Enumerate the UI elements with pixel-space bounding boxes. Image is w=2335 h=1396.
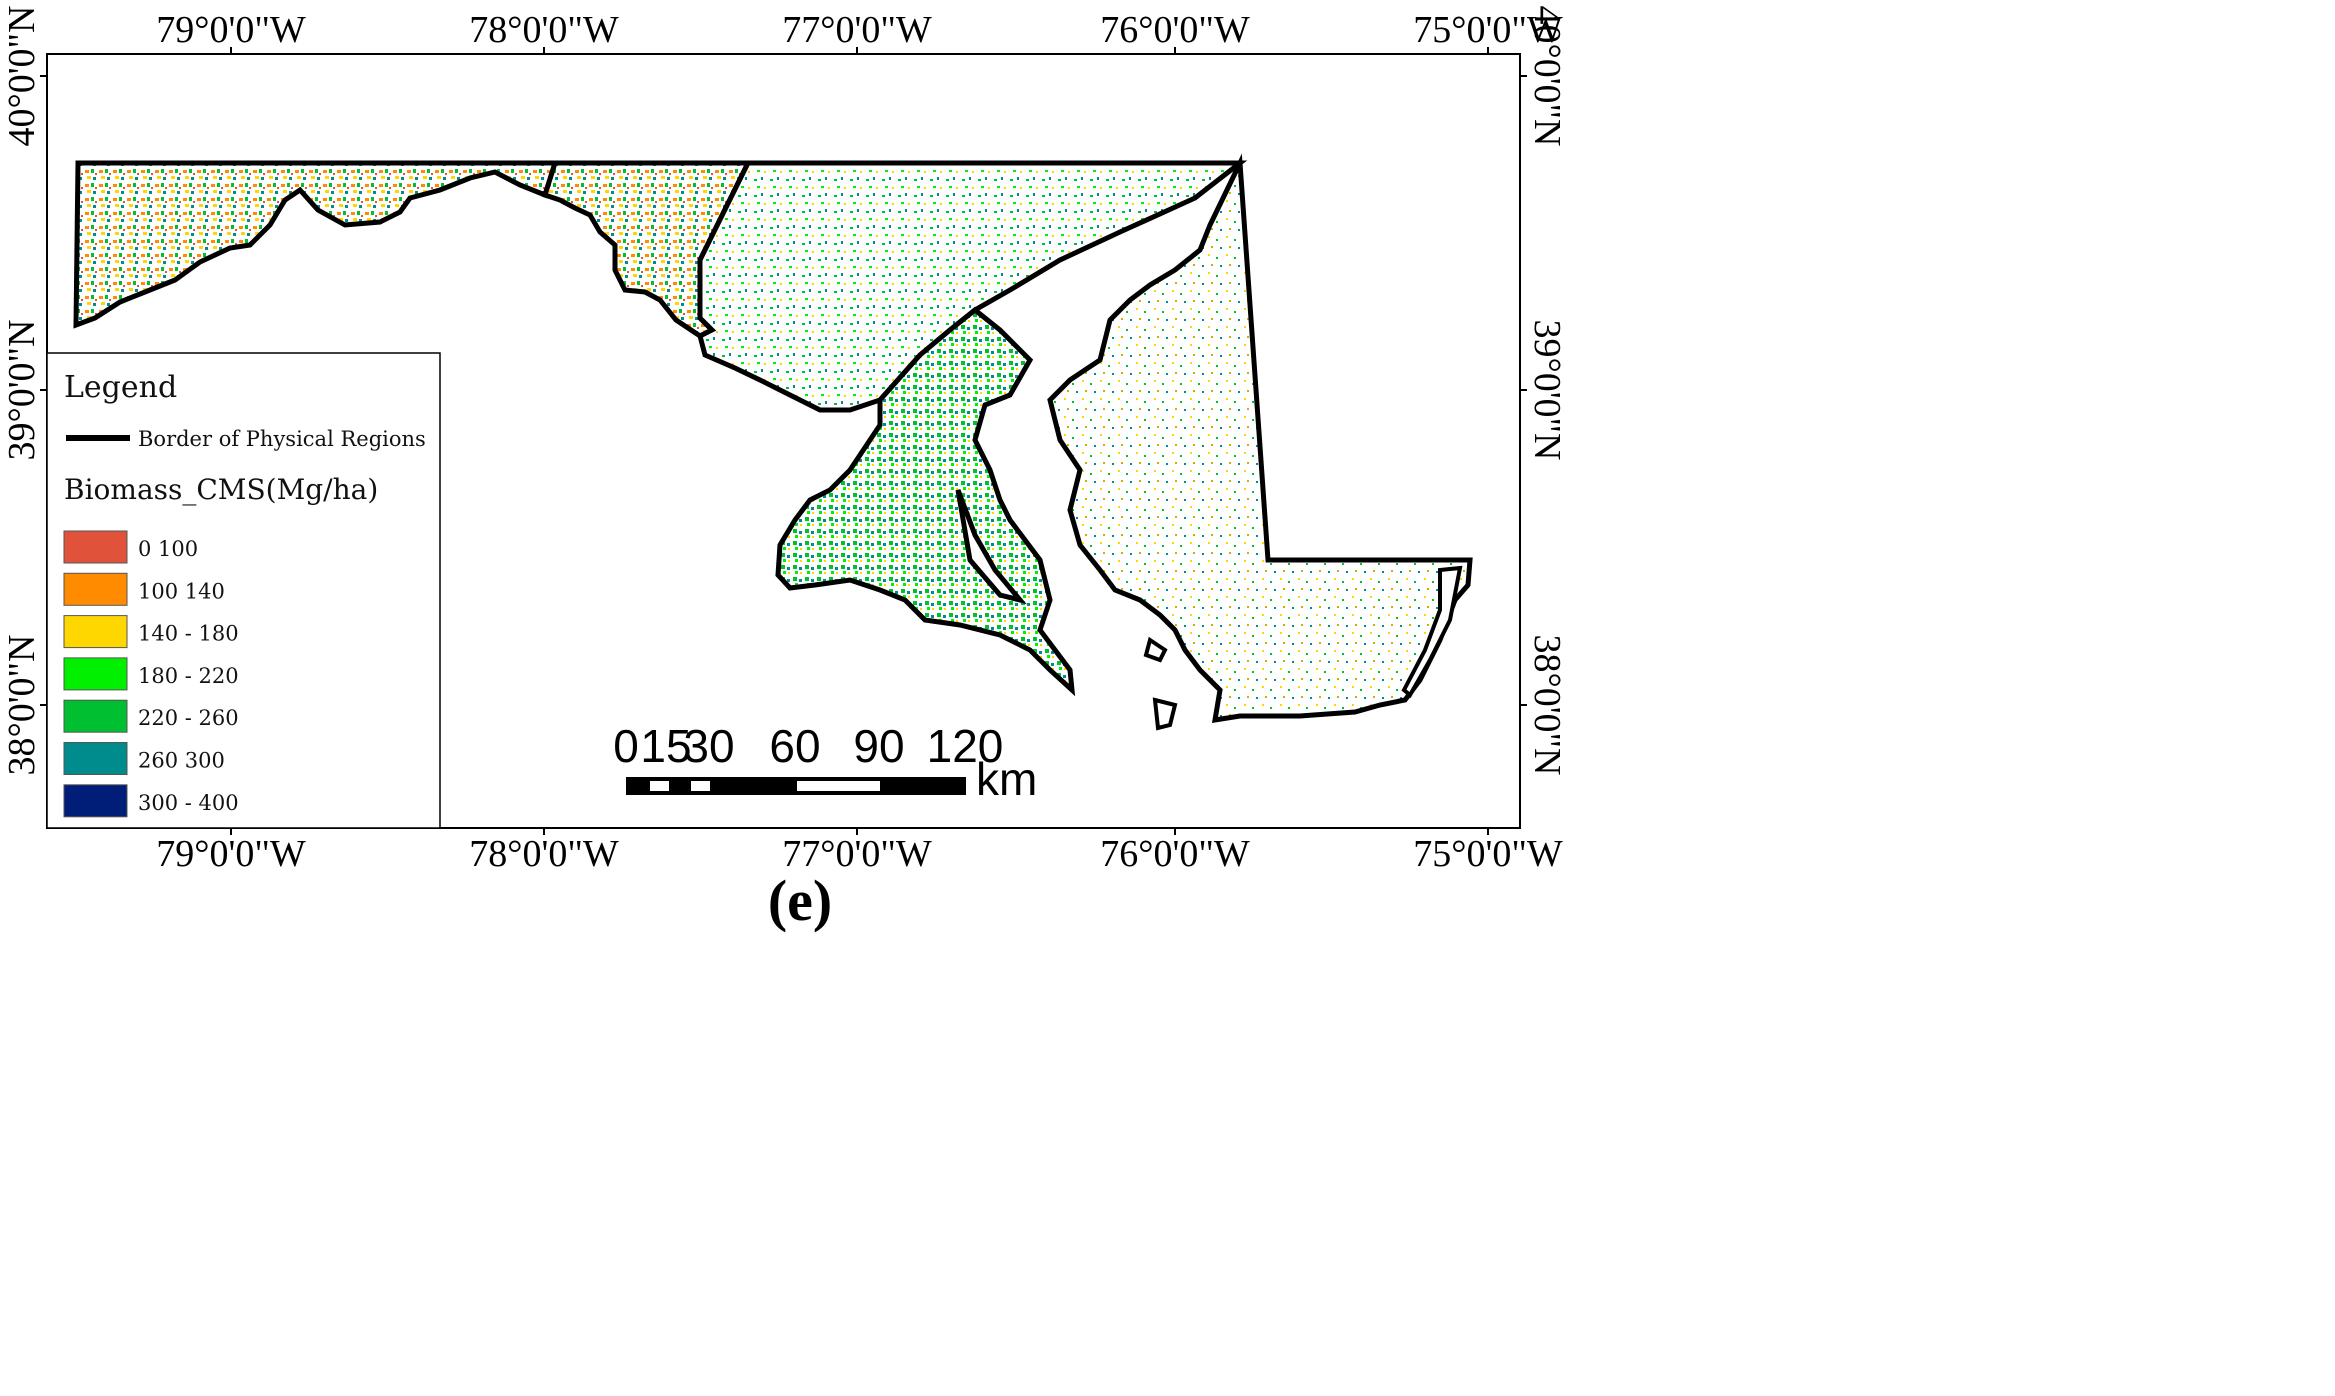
bottom-lon-label: 75°0'0"W bbox=[1413, 833, 1563, 875]
scale-label: 60 bbox=[769, 720, 820, 772]
bay-inlet bbox=[1401, 565, 1463, 699]
bottom-lon-label: 76°0'0"W bbox=[1100, 833, 1250, 875]
top-lon-label: 76°0'0"W bbox=[1100, 9, 1250, 51]
scale-label: 15 bbox=[640, 720, 691, 772]
top-lon-label: 75°0'0"W bbox=[1413, 9, 1563, 51]
border-label: Border of Physical Regions bbox=[138, 427, 426, 451]
left-lat-label: 40°0'0"N bbox=[1, 6, 43, 147]
right-latitude-labels: 40°0'0"N 39°0'0"N 38°0'0"N bbox=[1526, 6, 1568, 776]
left-lat-label: 39°0'0"N bbox=[1, 320, 43, 461]
top-longitude-labels: 79°0'0"W 78°0'0"W 77°0'0"W 76°0'0"W 75°0… bbox=[156, 9, 1563, 51]
scale-bar: 0 15 30 60 90 120 km bbox=[613, 720, 1037, 805]
right-lat-label: 39°0'0"N bbox=[1526, 320, 1568, 461]
legend-swatch bbox=[63, 742, 128, 775]
scale-bar-segment bbox=[650, 781, 669, 791]
scale-bar-segment bbox=[797, 781, 880, 791]
bottom-lon-label: 78°0'0"W bbox=[469, 833, 619, 875]
maryland-map bbox=[73, 153, 1473, 731]
legend-class-label: 180 - 220 bbox=[138, 664, 239, 688]
legend: Legend Border of Physical Regions Biomas… bbox=[46, 352, 441, 829]
region-piedmont bbox=[697, 160, 1248, 413]
scale-bar-segment bbox=[691, 781, 710, 791]
legend-class-label: 140 - 180 bbox=[138, 622, 239, 646]
biomass-title: Biomass_CMS(Mg/ha) bbox=[64, 473, 378, 506]
panel-label: (e) bbox=[768, 868, 832, 933]
left-lat-label: 38°0'0"N bbox=[1, 635, 43, 776]
graticule-ticks bbox=[40, 47, 1527, 835]
right-lat-label: 40°0'0"N bbox=[1526, 6, 1568, 147]
bay-inlet bbox=[1143, 636, 1168, 663]
top-lon-label: 78°0'0"W bbox=[469, 9, 619, 51]
region-western bbox=[73, 160, 559, 329]
bay-inlet bbox=[955, 489, 1027, 605]
legend-class-label: 220 - 260 bbox=[138, 706, 239, 730]
bay-inlet bbox=[1152, 697, 1178, 731]
scale-bar-base bbox=[626, 777, 966, 795]
top-lon-label: 79°0'0"W bbox=[156, 9, 306, 51]
scale-label: 30 bbox=[683, 720, 734, 772]
scale-label: 120 bbox=[927, 720, 1004, 772]
scale-unit: km bbox=[976, 753, 1037, 805]
legend-class-label: 260 300 bbox=[138, 749, 225, 773]
legend-swatch bbox=[63, 657, 128, 691]
bottom-longitude-labels: 79°0'0"W 78°0'0"W 77°0'0"W 76°0'0"W 75°0… bbox=[156, 833, 1563, 875]
legend-class-label: 0 100 bbox=[138, 537, 198, 561]
legend-swatch bbox=[63, 784, 128, 818]
legend-class-label: 300 - 400 bbox=[138, 791, 239, 815]
scale-label: 0 bbox=[613, 720, 639, 772]
legend-swatch bbox=[63, 572, 128, 606]
left-latitude-labels: 40°0'0"N 39°0'0"N 38°0'0"N bbox=[1, 6, 43, 776]
bottom-lon-label: 79°0'0"W bbox=[156, 833, 306, 875]
legend-swatch bbox=[63, 699, 128, 733]
legend-swatch bbox=[63, 615, 128, 649]
legend-classes: 0 100 100 140 140 - 180 180 - 220 220 - 260 2… bbox=[63, 530, 239, 818]
right-lat-label: 38°0'0"N bbox=[1526, 635, 1568, 776]
legend-swatch bbox=[63, 530, 128, 564]
bottom-lon-label: 77°0'0"W bbox=[782, 833, 932, 875]
top-lon-label: 77°0'0"W bbox=[782, 9, 932, 51]
legend-title: Legend bbox=[64, 370, 177, 405]
legend-class-label: 100 140 bbox=[138, 579, 225, 603]
scale-label: 90 bbox=[853, 720, 904, 772]
